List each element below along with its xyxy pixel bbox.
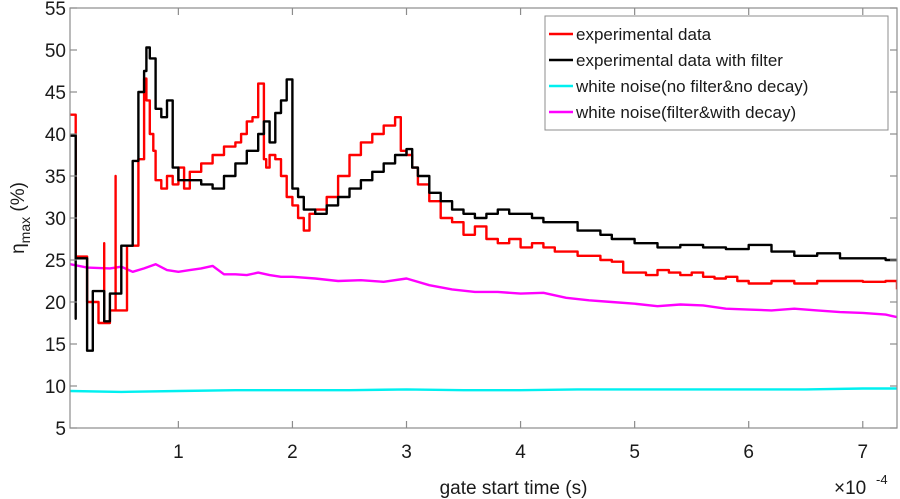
legend-label: experimental data	[576, 25, 712, 44]
x-multiplier-exponent: -4	[876, 472, 888, 487]
x-tick-label: 5	[629, 442, 640, 463]
plot-lines	[70, 46, 897, 394]
x-tick-label: 3	[401, 442, 412, 463]
y-tick-label: 10	[45, 377, 66, 398]
y-axis-label: ηmax (%)	[8, 182, 33, 254]
legend-item: white noise(filter&with decay)	[549, 103, 796, 122]
y-tick-label: 15	[45, 335, 66, 356]
y-label-main: η	[8, 243, 29, 254]
svg-text:ηmax (%): ηmax (%)	[8, 182, 33, 254]
x-tick-label: 6	[743, 442, 754, 463]
series-line-3	[70, 387, 897, 394]
y-tick-label: 45	[45, 83, 66, 104]
y-tick-label: 5	[55, 419, 66, 440]
x-multiplier-base: ×10	[834, 478, 866, 499]
y-tick-label: 50	[45, 41, 66, 62]
series-line-1	[70, 77, 897, 325]
y-tick-label: 55	[45, 0, 66, 20]
x-tick-label: 7	[857, 442, 868, 463]
y-tick-label: 20	[45, 293, 66, 314]
y-tick-label: 30	[45, 209, 66, 230]
legend-item: white noise(no filter&no decay)	[549, 77, 808, 96]
x-axis-multiplier: ×10 -4	[834, 472, 888, 499]
axis-ticks	[70, 7, 897, 429]
series-line-4	[70, 263, 897, 319]
legend-box	[544, 15, 889, 131]
legend: experimental data experimental data with …	[544, 15, 889, 131]
series-line-2	[70, 46, 897, 352]
x-tick-label: 4	[515, 442, 526, 463]
y-label-suffix: (%)	[8, 182, 29, 217]
x-tick-label: 1	[173, 442, 184, 463]
legend-label: experimental data with filter	[576, 51, 783, 70]
legend-item: experimental data	[549, 25, 712, 44]
x-axis-label: gate start time (s)	[440, 478, 588, 499]
y-tick-label: 25	[45, 251, 66, 272]
legend-label: white noise(no filter&no decay)	[575, 77, 808, 96]
x-tick-label: 2	[287, 442, 298, 463]
legend-item: experimental data with filter	[549, 51, 783, 70]
y-tick-label: 35	[45, 167, 66, 188]
y-tick-label: 40	[45, 125, 66, 146]
legend-label: white noise(filter&with decay)	[575, 103, 796, 122]
y-label-subscript: max	[17, 217, 33, 243]
